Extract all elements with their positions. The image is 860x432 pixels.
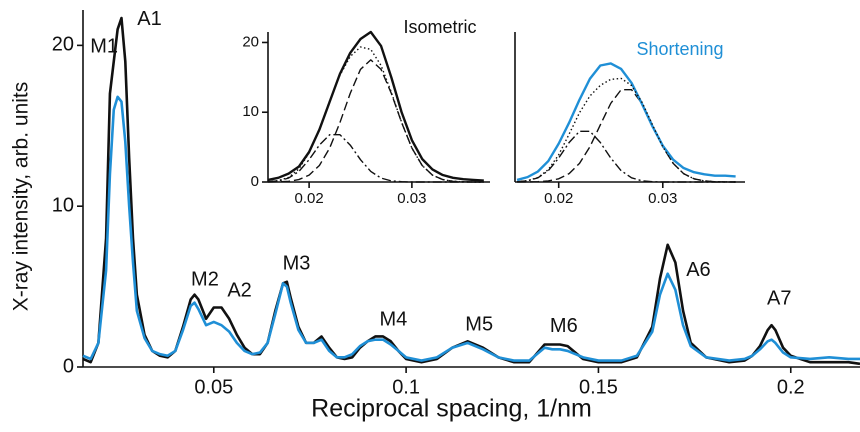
series-line bbox=[267, 59, 484, 183]
x-tick-label: 0.05 bbox=[194, 376, 233, 398]
series-line bbox=[267, 46, 484, 183]
y-tick-label: 20 bbox=[52, 34, 74, 56]
x-axis-label: Reciprocal spacing, 1/nm bbox=[311, 395, 592, 423]
peak-label: M1 bbox=[90, 35, 118, 57]
series-line bbox=[516, 62, 736, 182]
y-tick-label: 10 bbox=[52, 194, 74, 216]
y-tick-label: 0 bbox=[63, 355, 74, 377]
peak-label: M3 bbox=[283, 252, 311, 274]
series-line bbox=[517, 130, 736, 183]
peak-label: M2 bbox=[191, 268, 219, 290]
peak-label: M4 bbox=[380, 309, 408, 331]
series-line bbox=[267, 134, 484, 183]
inset-title: Shortening bbox=[636, 39, 723, 59]
x-tick-label: 0.15 bbox=[579, 376, 618, 398]
y-tick-label: 0 bbox=[251, 173, 259, 190]
x-tick-label: 0.03 bbox=[648, 190, 677, 207]
x-tick-label: 0.1 bbox=[392, 376, 420, 398]
x-tick-label: 0.2 bbox=[777, 376, 805, 398]
series-line bbox=[82, 95, 860, 362]
x-tick-label: 0.02 bbox=[295, 190, 324, 207]
peak-label: A2 bbox=[227, 280, 251, 302]
x-tick-label: 0.03 bbox=[397, 190, 426, 207]
peak-label: M6 bbox=[550, 315, 578, 337]
peak-label: A7 bbox=[767, 288, 791, 310]
series-line bbox=[517, 77, 736, 183]
series-line bbox=[267, 30, 484, 182]
peak-label: A1 bbox=[137, 8, 161, 30]
y-tick-label: 10 bbox=[242, 103, 259, 120]
x-tick-label: 0.02 bbox=[544, 190, 573, 207]
peak-label: A6 bbox=[686, 259, 710, 281]
y-axis-label: X-ray intensity, arb. units bbox=[10, 82, 33, 312]
y-tick-label: 20 bbox=[242, 33, 259, 50]
peak-label: M5 bbox=[465, 313, 493, 335]
inset-title: Isometric bbox=[403, 17, 476, 37]
